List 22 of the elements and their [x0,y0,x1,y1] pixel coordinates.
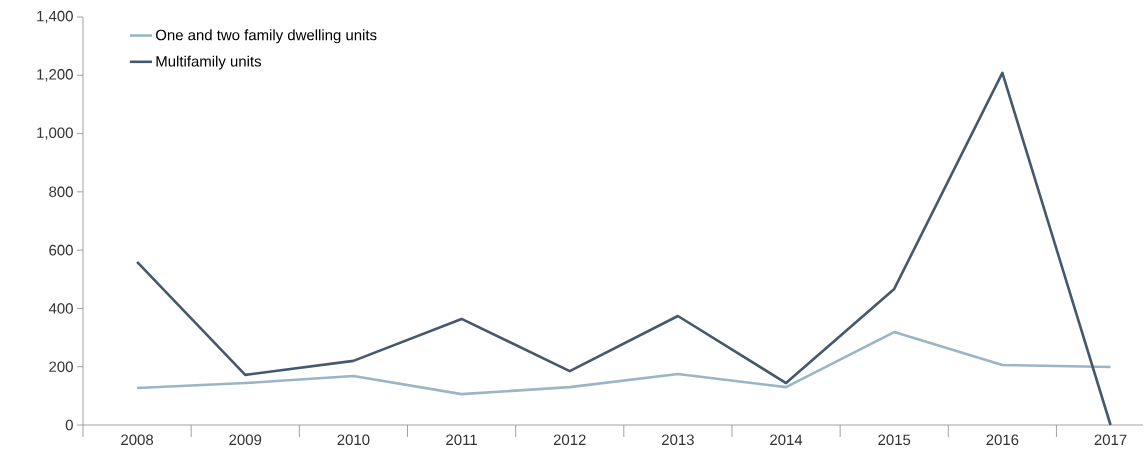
y-tick-label: 1,200 [37,69,73,82]
y-tick-label: 0 [65,419,73,431]
x-tick-label: 2011 [446,434,477,446]
y-tick-label: 600 [49,244,73,256]
line-series [135,330,1112,396]
x-tick-label: 2016 [986,434,1019,446]
y-tick-label: 1,000 [37,127,73,140]
y-tick-label: 1,400 [37,10,73,24]
x-tick-label: 2017 [1094,434,1127,446]
x-tick-label: 2012 [553,434,586,446]
legend-label: Multifamily units [156,55,261,70]
x-tick-label: 2009 [229,434,262,446]
line-series [135,71,1112,427]
x-tick-label: 2015 [878,434,911,446]
y-tick-label: 800 [49,186,73,198]
x-tick-label: 2008 [121,434,154,446]
y-tick-label: 400 [48,303,73,314]
legend-label: One and two family dwelling units [155,29,377,44]
y-tick-label: 200 [49,361,73,372]
x-tick-label: 2014 [770,434,803,446]
x-tick-label: 2013 [662,434,694,446]
x-tick-label: 2010 [337,434,370,446]
